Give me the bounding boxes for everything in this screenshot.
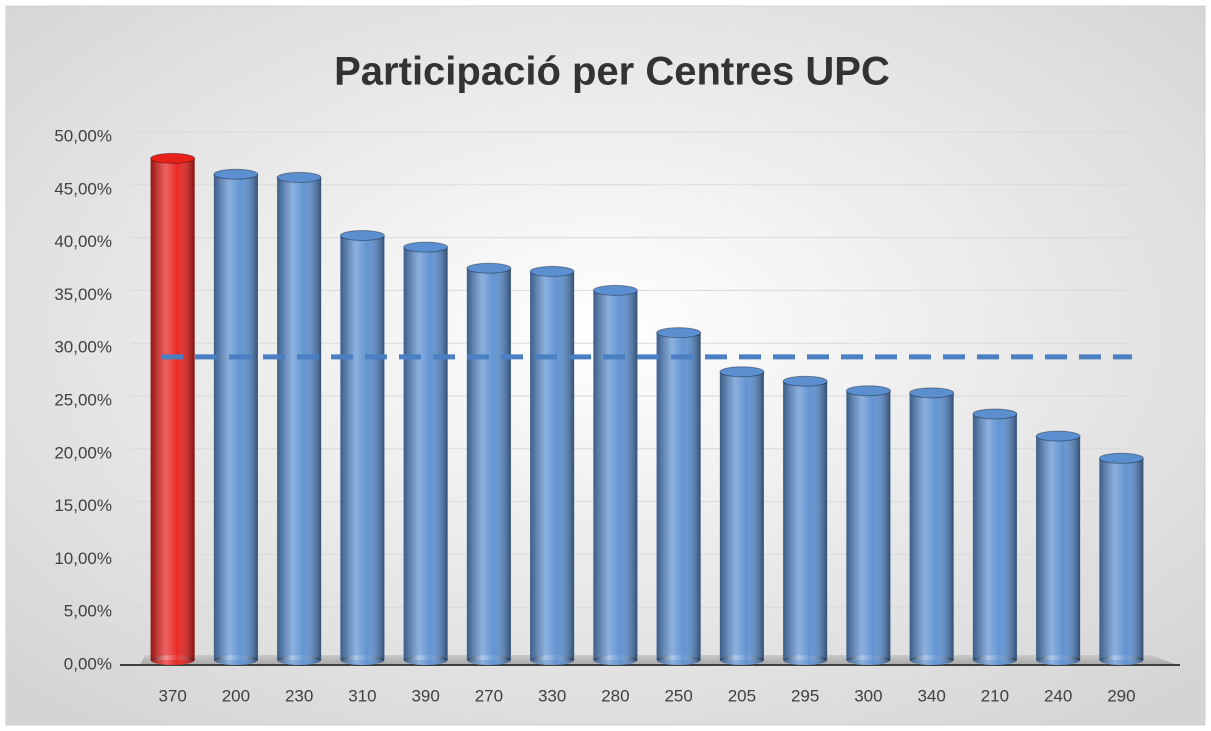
y-tick-label: 35,00% — [54, 285, 112, 304]
bar-shade — [783, 381, 828, 660]
bar-bottom-shade — [1036, 655, 1081, 665]
bar-bottom-shade — [656, 655, 701, 665]
bar-shade — [593, 290, 638, 660]
bar-top — [909, 387, 955, 399]
y-tick-label: 25,00% — [54, 390, 112, 409]
bar-top — [656, 327, 702, 339]
bar-top — [150, 152, 196, 164]
bar-shade — [846, 390, 891, 660]
x-tick-label: 210 — [981, 686, 1009, 705]
y-tick-label: 15,00% — [54, 496, 112, 515]
x-tick-label: 200 — [222, 686, 250, 705]
bar-top — [592, 284, 638, 296]
bar-bottom-shade — [909, 655, 954, 665]
x-tick-label: 280 — [601, 686, 629, 705]
y-tick-label: 10,00% — [54, 549, 112, 568]
x-tick-label: 295 — [791, 686, 819, 705]
x-tick-label: 270 — [475, 686, 503, 705]
y-tick-label: 30,00% — [54, 338, 112, 357]
x-tick-label: 205 — [728, 686, 756, 705]
x-tick-label: 370 — [158, 686, 186, 705]
y-tick-label: 5,00% — [64, 602, 112, 621]
bar-bottom-shade — [403, 655, 448, 665]
bar-shade — [1036, 436, 1081, 660]
bar-bottom-shade — [213, 655, 258, 665]
x-tick-label: 390 — [411, 686, 439, 705]
bar-top — [529, 265, 575, 277]
bar-top — [972, 408, 1018, 420]
bar-shade — [909, 392, 954, 660]
bar-top — [339, 229, 385, 241]
bar-shade — [403, 247, 448, 660]
bar-top — [845, 385, 891, 397]
x-tick-label: 330 — [538, 686, 566, 705]
bar-bottom-shade — [466, 655, 511, 665]
bar-top — [213, 168, 259, 180]
bar-top — [1098, 452, 1144, 464]
y-tick-label: 20,00% — [54, 443, 112, 462]
bar-top — [276, 171, 322, 183]
bar-shade — [466, 268, 511, 660]
y-tick-label: 40,00% — [54, 232, 112, 251]
x-tick-label: 230 — [285, 686, 313, 705]
bar-shade — [972, 413, 1017, 660]
y-tick-label: 50,00% — [54, 126, 112, 145]
bar-bottom-shade — [150, 655, 195, 665]
x-tick-label: 290 — [1107, 686, 1135, 705]
y-tick-label: 0,00% — [64, 654, 112, 673]
chart-title: Participació per Centres UPC — [334, 50, 890, 94]
x-tick-label: 310 — [348, 686, 376, 705]
bar-shade — [1099, 458, 1144, 660]
bar-shade — [213, 174, 258, 661]
x-tick-label: 240 — [1044, 686, 1072, 705]
bar-shade — [277, 177, 322, 660]
bar-bottom-shade — [340, 655, 385, 665]
bar-bottom-shade — [846, 655, 891, 665]
bar-shade — [150, 158, 195, 660]
bar-top — [466, 262, 512, 274]
bar-shade — [719, 371, 764, 660]
bar-bottom-shade — [719, 655, 764, 665]
bar-top — [1035, 430, 1081, 442]
x-tick-label: 250 — [664, 686, 692, 705]
bar-bottom-shade — [972, 655, 1017, 665]
x-tick-label: 340 — [917, 686, 945, 705]
bar-top — [782, 375, 828, 387]
bar-bottom-shade — [1099, 655, 1144, 665]
y-tick-label: 45,00% — [54, 179, 112, 198]
bar-shade — [340, 235, 385, 660]
x-tick-label: 300 — [854, 686, 882, 705]
bar-top — [403, 241, 449, 253]
bar-bottom-shade — [783, 655, 828, 665]
bar-shade — [656, 332, 701, 660]
bar-bottom-shade — [530, 655, 575, 665]
bar-bottom-shade — [593, 655, 638, 665]
bar-top — [719, 366, 765, 378]
bar-shade — [530, 271, 575, 660]
bar-bottom-shade — [277, 655, 322, 665]
